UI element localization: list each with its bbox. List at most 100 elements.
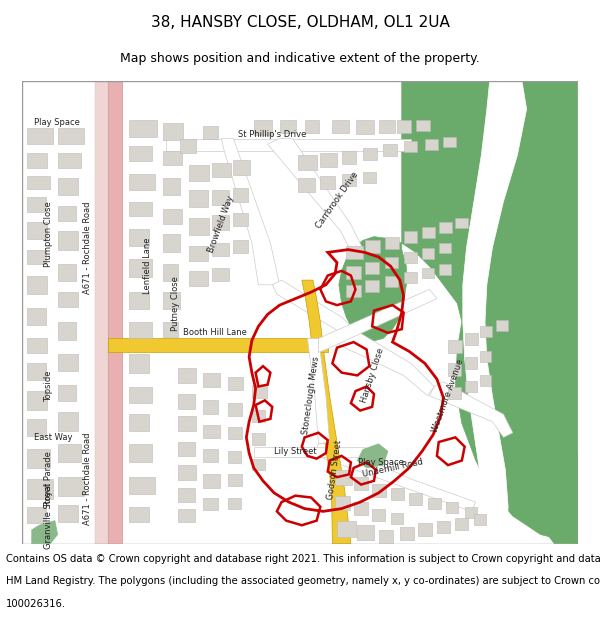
Polygon shape (254, 447, 365, 457)
Bar (252, 432, 265, 445)
Text: Topside: Topside (44, 371, 53, 402)
Polygon shape (302, 280, 351, 544)
Bar (129, 414, 149, 431)
Bar (178, 509, 194, 521)
Bar (58, 127, 83, 144)
Bar (163, 178, 180, 195)
Bar (58, 153, 81, 168)
Bar (203, 474, 220, 488)
Bar (27, 479, 53, 499)
Bar (228, 428, 242, 439)
Bar (163, 151, 182, 166)
Bar (353, 477, 368, 490)
Bar (391, 488, 404, 500)
Text: Carrbrook Drive: Carrbrook Drive (314, 169, 360, 229)
Bar (464, 333, 478, 345)
Bar (129, 229, 149, 246)
Polygon shape (430, 382, 513, 438)
Bar (332, 120, 349, 133)
Text: Lenfield Lane: Lenfield Lane (143, 238, 152, 294)
Bar (448, 363, 461, 376)
Bar (404, 272, 416, 283)
Text: Royal Parade: Royal Parade (44, 451, 53, 506)
Bar (129, 322, 152, 338)
Text: Lily Street: Lily Street (274, 447, 317, 456)
Bar (189, 271, 208, 286)
Text: Map shows position and indicative extent of the property.: Map shows position and indicative extent… (120, 52, 480, 65)
Bar (455, 518, 469, 530)
Polygon shape (268, 139, 365, 257)
Bar (439, 222, 452, 233)
Bar (163, 292, 180, 309)
Bar (129, 201, 152, 216)
Bar (385, 237, 399, 249)
Bar (163, 322, 178, 336)
Bar (496, 320, 508, 331)
Bar (212, 216, 229, 230)
Bar (404, 253, 416, 264)
Bar (341, 151, 356, 164)
Text: Putney Close: Putney Close (170, 276, 179, 331)
Polygon shape (272, 280, 351, 336)
Bar (203, 426, 220, 438)
Bar (27, 507, 46, 523)
Bar (252, 459, 265, 470)
Bar (163, 123, 184, 139)
Polygon shape (339, 81, 577, 544)
Bar (212, 162, 230, 177)
Bar (305, 120, 319, 133)
Bar (203, 401, 218, 414)
Bar (129, 120, 157, 137)
Bar (27, 449, 50, 468)
Bar (58, 231, 78, 249)
Bar (228, 378, 242, 390)
Bar (129, 174, 155, 191)
Bar (233, 213, 248, 226)
Polygon shape (166, 139, 411, 151)
Polygon shape (32, 521, 58, 544)
Bar (335, 470, 352, 484)
Text: A671 - Rochdale Road: A671 - Rochdale Road (83, 201, 92, 294)
Text: St Phillip's Drive: St Phillip's Drive (238, 131, 307, 139)
Bar (353, 502, 368, 515)
Polygon shape (221, 139, 280, 285)
Bar (58, 354, 78, 371)
Bar (363, 148, 377, 160)
Bar (27, 308, 46, 324)
Bar (464, 381, 476, 392)
Bar (228, 451, 241, 463)
Bar (233, 188, 248, 201)
Bar (27, 338, 47, 353)
Polygon shape (307, 338, 329, 444)
Bar (180, 139, 196, 153)
Bar (212, 243, 229, 256)
Bar (58, 384, 76, 401)
Bar (189, 218, 209, 235)
Bar (212, 268, 229, 281)
Bar (363, 172, 376, 183)
Bar (228, 498, 241, 509)
Bar (385, 257, 398, 268)
Bar (27, 249, 46, 264)
Bar (358, 525, 374, 540)
Bar (27, 153, 47, 168)
Bar (365, 241, 380, 253)
Bar (455, 218, 469, 228)
Bar (372, 484, 386, 497)
Polygon shape (463, 81, 527, 544)
Bar (203, 498, 218, 511)
Bar (178, 465, 196, 480)
Bar (341, 174, 355, 186)
Text: Underhill Road: Underhill Road (361, 457, 424, 479)
Bar (163, 234, 180, 253)
Bar (129, 259, 152, 278)
Bar (203, 372, 220, 386)
Bar (189, 164, 209, 181)
Bar (320, 176, 335, 189)
Bar (58, 444, 81, 462)
Bar (58, 322, 76, 340)
Bar (178, 488, 194, 502)
Text: Godson Street: Godson Street (326, 439, 344, 500)
Bar (439, 243, 451, 253)
Bar (189, 191, 208, 207)
